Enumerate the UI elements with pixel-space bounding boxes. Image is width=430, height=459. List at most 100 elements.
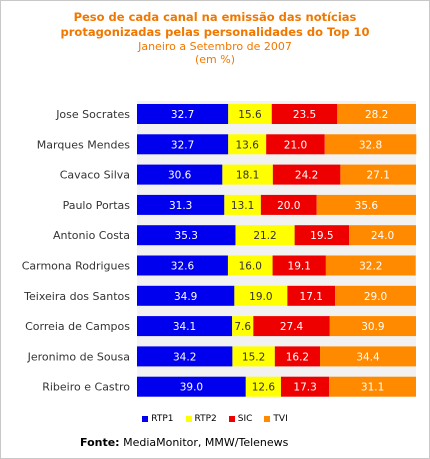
bar-tvi-teixeira-dos-santos	[335, 285, 416, 306]
bar-rtp2-ribeiro-e-castro	[245, 376, 281, 397]
chart-subtitle-line-1: Janeiro a Setembro de 2007	[138, 40, 292, 53]
bar-rtp1-jose-socrates	[137, 104, 229, 124]
bar-tvi-paulo-portas	[316, 194, 416, 215]
bar-rtp2-carmona-rodrigues	[227, 255, 273, 276]
value-label-rtp1-paulo-portas: 31.3	[169, 200, 192, 212]
value-label-tvi-correia-de-campos: 30.9	[361, 321, 384, 333]
value-label-rtp2-antonio-costa: 21.2	[253, 230, 276, 242]
bar-rtp2-teixeira-dos-santos	[234, 285, 288, 306]
bar-tvi-correia-de-campos	[329, 316, 416, 337]
bar-tvi-ribeiro-e-castro	[329, 376, 416, 397]
legend-label-tvi: TVI	[273, 414, 288, 424]
value-label-rtp1-teixeira-dos-santos: 34.9	[174, 291, 197, 303]
value-label-sic-jose-socrates: 23.5	[293, 109, 316, 121]
bar-sic-antonio-costa	[294, 225, 350, 246]
category-label-paulo-portas: Paulo Portas	[63, 199, 131, 212]
category-label-teixeira-dos-santos: Teixeira dos Santos	[23, 290, 130, 303]
value-label-sic-paulo-portas: 20.0	[277, 200, 300, 212]
bar-rtp2-jeronimo-de-sousa	[232, 346, 275, 367]
bar-sic-cavaco-silva	[272, 164, 341, 185]
value-label-tvi-jose-socrates: 28.2	[365, 109, 388, 121]
value-label-sic-teixeira-dos-santos: 17.1	[300, 291, 323, 303]
value-label-tvi-paulo-portas: 35.6	[355, 200, 379, 212]
value-label-sic-ribeiro-e-castro: 17.3	[293, 382, 316, 394]
value-label-sic-antonio-costa: 19.5	[310, 230, 333, 242]
value-label-rtp2-marques-mendes: 13.6	[236, 139, 260, 151]
chart-title-line-1: Peso de cada canal na emissão das notíci…	[73, 10, 357, 24]
legend-item-rtp2: RTP2	[185, 414, 217, 424]
bar-tvi-cavaco-silva	[340, 164, 416, 185]
legend-label-rtp1: RTP1	[151, 414, 174, 424]
value-label-rtp1-jeronimo-de-sousa: 34.2	[173, 351, 196, 363]
value-label-sic-jeronimo-de-sousa: 16.2	[286, 351, 309, 363]
bar-rtp1-teixeira-dos-santos	[137, 285, 235, 306]
legend-label-rtp2: RTP2	[194, 414, 217, 424]
source-note: Fonte: MediaMonitor, MMW/Telenews	[80, 436, 288, 449]
value-label-rtp2-cavaco-silva: 18.1	[236, 170, 259, 182]
bar-sic-paulo-portas	[260, 194, 317, 215]
value-label-tvi-carmona-rodrigues: 32.2	[359, 261, 382, 273]
value-label-rtp1-jose-socrates: 32.7	[171, 109, 194, 121]
chart-title-line-2: protagonizadas pelas personalidades do T…	[60, 25, 370, 39]
bar-rtp1-correia-de-campos	[137, 316, 233, 337]
legend-swatch-sic	[228, 416, 235, 422]
value-label-rtp2-correia-de-campos: 7.6	[234, 321, 251, 333]
legend-label-sic: SIC	[237, 414, 253, 424]
bar-tvi-carmona-rodrigues	[325, 255, 416, 276]
legend-swatch-rtp2	[185, 416, 192, 422]
category-label-ribeiro-e-castro: Ribeiro e Castro	[42, 381, 130, 394]
value-label-sic-marques-mendes: 21.0	[284, 139, 307, 151]
legend-swatch-tvi	[264, 416, 271, 422]
value-label-sic-cavaco-silva: 24.2	[295, 170, 318, 182]
bar-rtp2-correia-de-campos	[232, 316, 254, 337]
bar-sic-marques-mendes	[266, 134, 325, 155]
category-label-marques-mendes: Marques Mendes	[37, 138, 130, 151]
bar-sic-jeronimo-de-sousa	[274, 346, 321, 367]
source-text: MediaMonitor, MMW/Telenews	[119, 436, 289, 449]
category-label-jose-socrates: Jose Socrates	[55, 108, 130, 121]
chart-subtitle-line-2: (em %)	[194, 53, 235, 66]
bar-rtp2-cavaco-silva	[222, 164, 273, 185]
bar-tvi-antonio-costa	[349, 225, 416, 246]
bar-rtp1-cavaco-silva	[137, 164, 223, 185]
bar-rtp1-carmona-rodrigues	[137, 255, 228, 276]
category-label-antonio-costa: Antonio Costa	[53, 229, 130, 242]
value-label-rtp2-ribeiro-e-castro: 12.6	[252, 382, 276, 394]
category-label-correia-de-campos: Correia de Campos	[25, 320, 130, 333]
bar-sic-jose-socrates	[271, 104, 338, 124]
category-label-cavaco-silva: Cavaco Silva	[60, 169, 130, 182]
legend-item-tvi: TVI	[264, 414, 288, 424]
bar-sic-teixeira-dos-santos	[287, 285, 336, 306]
value-label-rtp1-ribeiro-e-castro: 39.0	[180, 382, 203, 394]
value-label-rtp1-cavaco-silva: 30.6	[168, 170, 192, 182]
bar-rtp1-antonio-costa	[137, 225, 236, 246]
category-label-jeronimo-de-sousa: Jeronimo de Sousa	[27, 350, 130, 363]
bar-tvi-marques-mendes	[324, 134, 417, 155]
bar-sic-ribeiro-e-castro	[280, 376, 330, 397]
value-label-rtp2-teixeira-dos-santos: 19.0	[249, 291, 272, 303]
bar-tvi-jeronimo-de-sousa	[320, 346, 416, 367]
bar-sic-correia-de-campos	[253, 316, 330, 337]
bar-rtp1-ribeiro-e-castro	[137, 376, 246, 397]
value-label-sic-carmona-rodrigues: 19.1	[288, 261, 311, 273]
bar-rtp2-antonio-costa	[235, 225, 295, 246]
bar-sic-carmona-rodrigues	[272, 255, 326, 276]
value-label-tvi-antonio-costa: 24.0	[371, 230, 394, 242]
value-label-tvi-jeronimo-de-sousa: 34.4	[356, 351, 380, 363]
value-label-rtp1-marques-mendes: 32.7	[171, 139, 194, 151]
bar-rtp1-paulo-portas	[137, 194, 225, 215]
bar-rtp2-marques-mendes	[228, 134, 267, 155]
value-label-rtp2-jose-socrates: 15.6	[238, 109, 262, 121]
value-label-rtp1-antonio-costa: 35.3	[175, 230, 198, 242]
legend-item-sic: SIC	[228, 414, 253, 424]
value-label-rtp2-jeronimo-de-sousa: 15.2	[242, 351, 265, 363]
value-label-rtp2-paulo-portas: 13.1	[231, 200, 254, 212]
bar-rtp2-paulo-portas	[224, 194, 261, 215]
bar-rtp2-jose-socrates	[228, 104, 272, 124]
value-label-tvi-teixeira-dos-santos: 29.0	[364, 291, 387, 303]
value-label-tvi-marques-mendes: 32.8	[359, 139, 382, 151]
bar-tvi-jose-socrates	[337, 104, 416, 124]
category-label-carmona-rodrigues: Carmona Rodrigues	[22, 260, 131, 273]
legend-swatch-rtp1	[142, 416, 149, 422]
bar-rtp1-jeronimo-de-sousa	[137, 346, 233, 367]
